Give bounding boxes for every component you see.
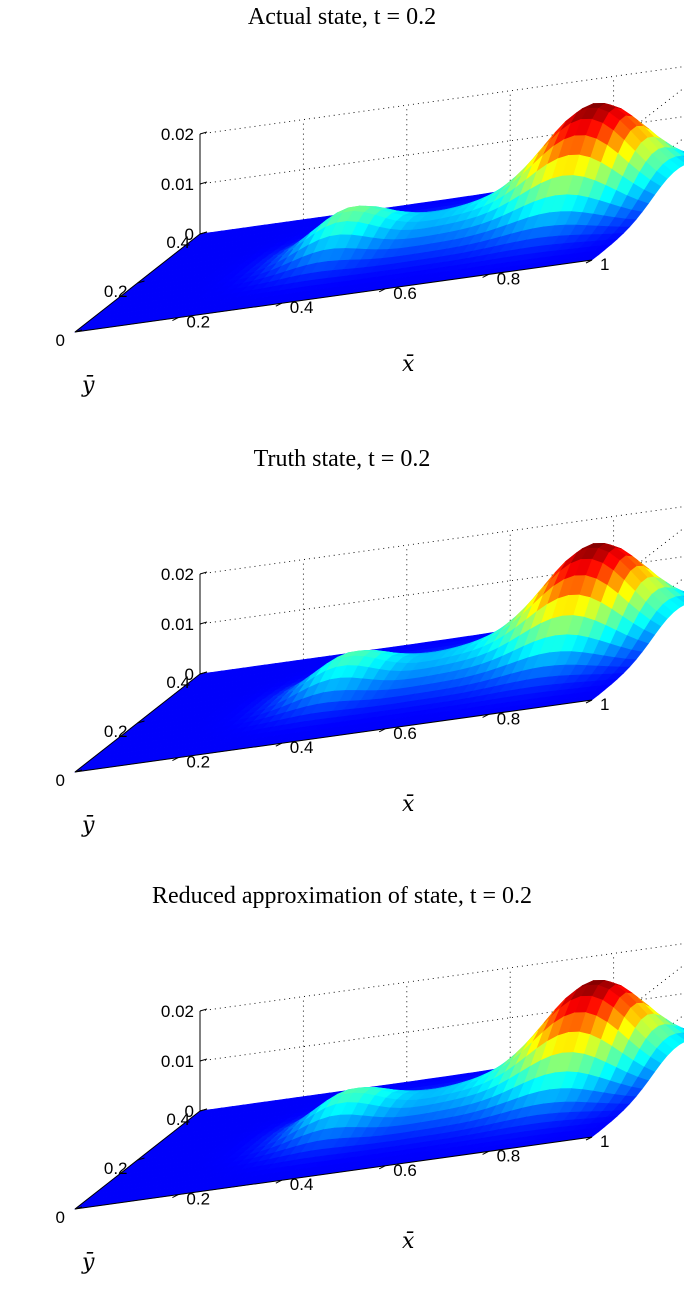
y-tick-label: 0 (56, 1208, 65, 1227)
z-tick (200, 622, 207, 624)
y-tick-label: 0 (56, 331, 65, 350)
y-tick-label: 0.2 (104, 722, 128, 741)
z-tick-label: 0 (185, 1102, 194, 1121)
z-tick-label: 0.01 (161, 175, 194, 194)
z-tick (200, 572, 207, 574)
surface-plot-reduced: Reduced approximation of state, t = 0.2 … (0, 877, 684, 1307)
y-tick-label: 0 (56, 771, 65, 790)
y-tick-label: 0.2 (104, 1159, 128, 1178)
z-tick-label: 0 (185, 225, 194, 244)
z-tick-label: 0.01 (161, 615, 194, 634)
x-tick-label: 0.4 (290, 738, 314, 757)
x-tick-label: 0.4 (290, 1175, 314, 1194)
x-tick-label: 1 (600, 1132, 609, 1151)
x-axis-label: x̄ (402, 352, 415, 377)
x-axis-label: x̄ (402, 792, 415, 817)
z-tick (200, 1059, 207, 1061)
x-tick-label: 0.6 (393, 724, 417, 743)
x-tick-label: 0.8 (497, 1146, 521, 1165)
z-tick (200, 1009, 207, 1011)
z-tick-label: 0 (185, 665, 194, 684)
y-tick-label: 0.2 (104, 282, 128, 301)
x-tick-label: 0.2 (186, 753, 210, 772)
x-tick-label: 1 (600, 695, 609, 714)
x-tick-label: 0.4 (290, 298, 314, 317)
z-tick (200, 182, 207, 184)
x-tick-label: 1 (600, 255, 609, 274)
z-tick-label: 0.02 (161, 1002, 194, 1021)
x-tick-label: 0.8 (497, 269, 521, 288)
z-tick-label: 0.02 (161, 565, 194, 584)
x-axis-label: x̄ (402, 1229, 415, 1254)
z-tick (200, 132, 207, 134)
surface-plot-actual: Actual state, t = 0.2 0.2 0.4 0.6 0.8 1 0 0.2 0… (0, 0, 684, 430)
y-axis-label: ȳ (81, 1250, 95, 1275)
x-tick-label: 0.6 (393, 284, 417, 303)
x-tick-label: 0.2 (186, 313, 210, 332)
y-axis-label: ȳ (81, 813, 95, 838)
y-axis-label: ȳ (81, 373, 95, 398)
z-tick-label: 0.02 (161, 125, 194, 144)
x-tick-label: 0.8 (497, 709, 521, 728)
x-tick-label: 0.2 (186, 1190, 210, 1209)
z-tick-label: 0.01 (161, 1052, 194, 1071)
x-tick-label: 0.6 (393, 1161, 417, 1180)
surface-plot-truth: Truth state, t = 0.2 0.2 0.4 0.6 0.8 1 0 0.2 0.… (0, 440, 684, 870)
